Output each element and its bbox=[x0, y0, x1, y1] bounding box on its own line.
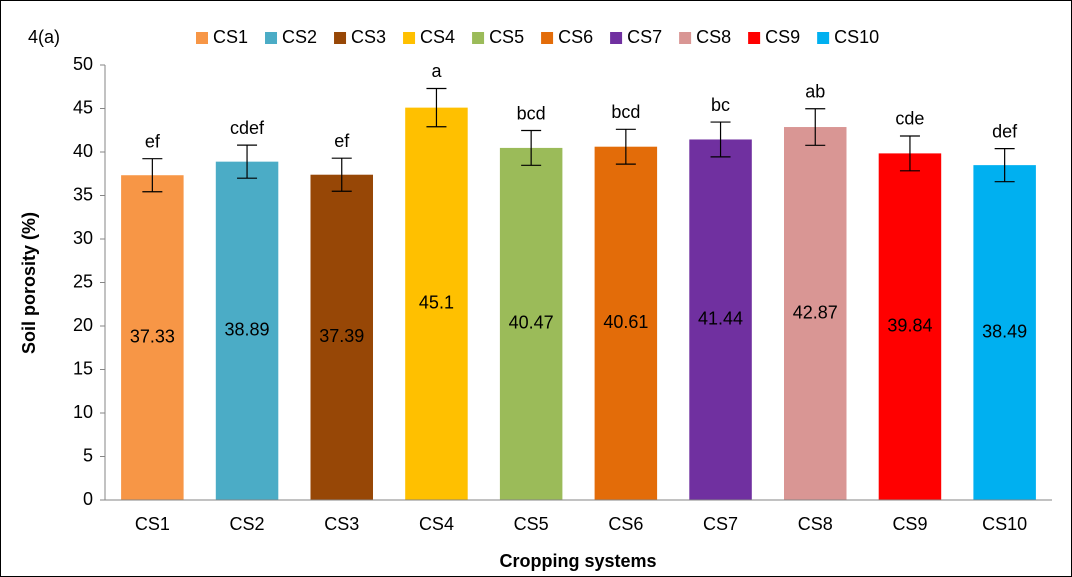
legend-label: CS1 bbox=[213, 27, 248, 47]
legend-swatch bbox=[334, 32, 347, 44]
significance-letter: cde bbox=[895, 109, 924, 129]
legend-label: CS5 bbox=[489, 27, 524, 47]
bar bbox=[499, 147, 563, 500]
y-tick-label: 35 bbox=[73, 184, 93, 204]
legend-swatch bbox=[610, 32, 623, 44]
y-tick-label: 20 bbox=[73, 315, 93, 335]
bar bbox=[405, 107, 468, 500]
x-tick-label: CS8 bbox=[798, 514, 833, 534]
legend-label: CS6 bbox=[558, 27, 593, 47]
data-label: 37.33 bbox=[130, 326, 175, 346]
y-tick-label: 15 bbox=[73, 358, 93, 378]
significance-letter: a bbox=[431, 61, 442, 81]
data-label: 40.47 bbox=[509, 313, 554, 333]
significance-letter: bc bbox=[711, 95, 730, 115]
legend-swatch bbox=[265, 32, 278, 44]
legend-swatch bbox=[541, 32, 554, 44]
legend-swatch bbox=[679, 32, 692, 44]
y-tick-label: 50 bbox=[73, 54, 93, 74]
x-tick-label: CS10 bbox=[982, 514, 1027, 534]
legend-label: CS7 bbox=[627, 27, 662, 47]
bar bbox=[121, 175, 184, 500]
bar bbox=[310, 174, 374, 500]
legend-swatch bbox=[472, 32, 485, 44]
y-tick-label: 30 bbox=[73, 228, 93, 248]
y-tick-label: 0 bbox=[83, 489, 93, 509]
x-tick-label: CS3 bbox=[324, 514, 359, 534]
x-tick-label: CS2 bbox=[230, 514, 265, 534]
x-tick-label: CS1 bbox=[135, 514, 170, 534]
y-tick-label: 25 bbox=[73, 271, 93, 291]
data-label: 40.61 bbox=[603, 312, 648, 332]
bar bbox=[973, 165, 1036, 500]
legend-label: CS3 bbox=[351, 27, 386, 47]
significance-letter: cdef bbox=[230, 118, 265, 138]
significance-letter: ef bbox=[145, 131, 161, 151]
x-tick-label: CS6 bbox=[608, 514, 643, 534]
bar bbox=[878, 153, 942, 500]
legend-swatch bbox=[196, 32, 208, 44]
panel-label: 4(a) bbox=[28, 27, 60, 47]
significance-letter: bcd bbox=[611, 102, 640, 122]
legend-swatch bbox=[403, 32, 416, 44]
significance-letter: def bbox=[992, 121, 1018, 141]
x-tick-label: CS4 bbox=[419, 514, 454, 534]
legend-label: CS4 bbox=[420, 27, 455, 47]
data-label: 42.87 bbox=[793, 302, 838, 322]
y-axis-title: Soil porosity (%) bbox=[19, 212, 39, 354]
data-label: 41.44 bbox=[698, 308, 743, 328]
data-label: 39.84 bbox=[887, 315, 932, 335]
data-label: 45.1 bbox=[419, 293, 454, 313]
y-tick-label: 40 bbox=[73, 141, 93, 161]
x-axis-title: Cropping systems bbox=[499, 551, 656, 571]
y-tick-label: 10 bbox=[73, 402, 93, 422]
bar bbox=[689, 139, 752, 501]
bar bbox=[783, 127, 847, 500]
bar bbox=[215, 161, 279, 501]
x-tick-label: CS5 bbox=[514, 514, 549, 534]
legend-swatch bbox=[817, 32, 830, 44]
bar bbox=[594, 146, 658, 500]
data-label: 37.39 bbox=[319, 326, 364, 346]
x-tick-label: CS9 bbox=[892, 514, 927, 534]
legend-swatch bbox=[748, 32, 761, 44]
significance-letter: ab bbox=[805, 82, 825, 102]
significance-letter: ef bbox=[334, 131, 350, 151]
significance-letter: bcd bbox=[517, 103, 546, 123]
legend-label: CS2 bbox=[282, 27, 317, 47]
legend-label: CS10 bbox=[834, 27, 879, 47]
legend-label: CS8 bbox=[696, 27, 731, 47]
y-tick-label: 5 bbox=[83, 445, 93, 465]
legend-label: CS9 bbox=[765, 27, 800, 47]
x-tick-label: CS7 bbox=[703, 514, 738, 534]
y-tick-label: 45 bbox=[73, 97, 93, 117]
data-label: 38.89 bbox=[225, 320, 270, 340]
data-label: 38.49 bbox=[982, 321, 1027, 341]
